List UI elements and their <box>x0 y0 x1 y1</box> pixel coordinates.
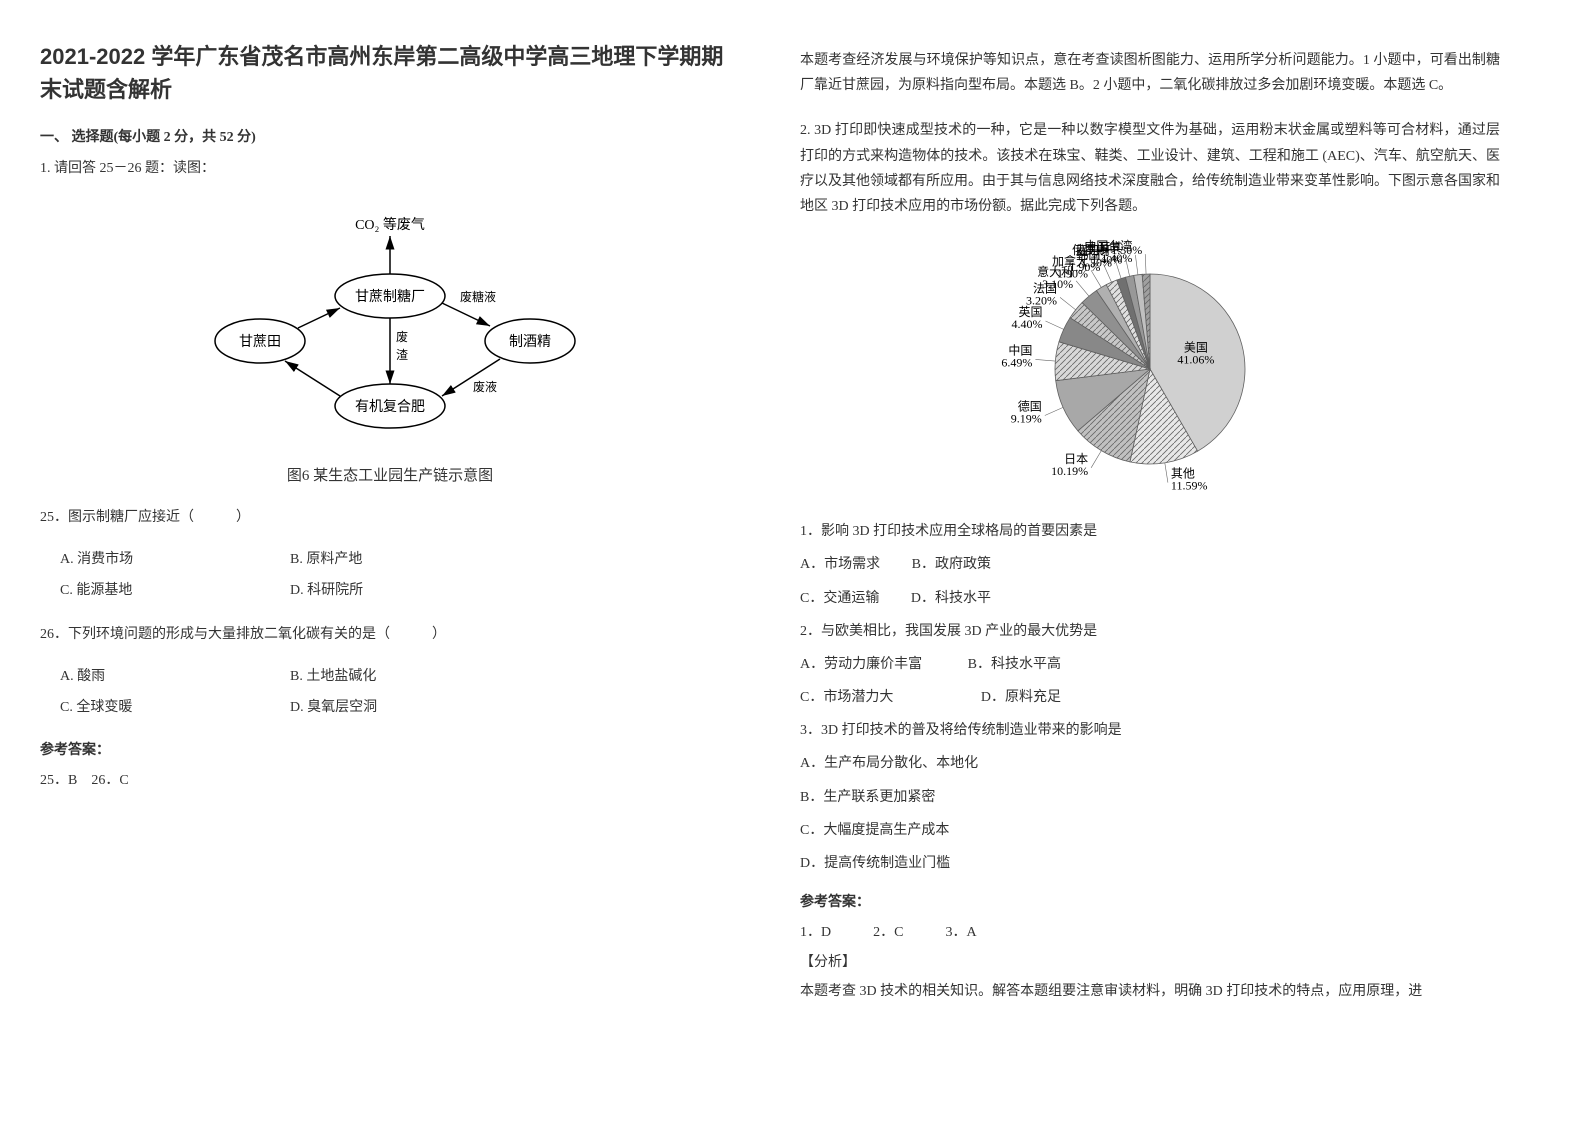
q26-text: 26．下列环境问题的形成与大量排放二氧化碳有关的是（ ） <box>40 622 740 647</box>
edge-label-residue-1: 废 <box>396 329 408 344</box>
pie-label-日本: 10.19% <box>1051 464 1088 478</box>
q25-opt-a: A. 消费市场 <box>60 545 210 576</box>
q2-sub1: 1．影响 3D 打印技术应用全球格局的首要因素是 <box>800 519 1500 544</box>
edge-fertilizer-field <box>285 361 340 396</box>
gas-label: CO₂ 等废气 <box>355 216 425 233</box>
field-label: 甘蔗田 <box>239 334 281 350</box>
pie-container: 美国41.06%其他11.59%日本10.19%德国9.19%中国6.49%英国… <box>910 239 1390 499</box>
q2-sub3-a: A．生产布局分散化、本地化 <box>800 751 1500 776</box>
edge-field-factory <box>298 308 340 328</box>
right-column: 本题考查经济发展与环境保护等知识点，意在考查读图析图能力、运用所学分析问题能力。… <box>800 40 1500 1012</box>
flowchart-caption: 图6 某生态工业园生产链示意图 <box>40 464 740 485</box>
q26-options: A. 酸雨 B. 土地盐碱化 C. 全球变暖 D. 臭氧层空洞 <box>40 662 740 724</box>
q2-analysis: 本题考查 3D 技术的相关知识。解答本题组要注意审读材料，明确 3D 打印技术的… <box>800 979 1500 1004</box>
pie-label-法国: 3.20% <box>1026 293 1057 307</box>
factory-label: 甘蔗制糖厂 <box>355 289 425 305</box>
q2-sub2-c: C．市场潜力大 <box>800 690 893 705</box>
q25-opt-d: D. 科研院所 <box>290 576 440 607</box>
pie-label-俄罗斯: 俄罗斯 1.30% <box>1072 243 1142 257</box>
section-1-header: 一、 选择题(每小题 2 分，共 52 分) <box>40 126 740 146</box>
q2-sub2-a: A．劳动力廉价丰富 <box>800 657 922 672</box>
q2-sub3-b: B．生产联系更加紧密 <box>800 785 1500 810</box>
edge-factory-alcohol <box>442 303 490 326</box>
q1-answer: 25．B 26．C <box>40 769 740 789</box>
pie-label-德国: 9.19% <box>1011 412 1042 426</box>
q2-answer-label: 参考答案： <box>800 891 1500 911</box>
q2-sub3: 3．3D 打印技术的普及将给传统制造业带来的影响是 <box>800 718 1500 743</box>
q25-options: A. 消费市场 B. 原料产地 C. 能源基地 D. 科研院所 <box>40 545 740 607</box>
q2-stem: 2. 3D 打印即快速成型技术的一种，它是一种以数字模型文件为基础，运用粉末状金… <box>800 118 1500 219</box>
pie-label-其他: 11.59% <box>1171 479 1208 493</box>
flowchart-svg: CO₂ 等废气 甘蔗制糖厂 甘蔗田 制酒精 有机复合肥 <box>180 201 600 451</box>
q25-opt-c: C. 能源基地 <box>60 576 210 607</box>
q2-sub1-c: C．交通运输 <box>800 591 879 606</box>
q26-opt-c: C. 全球变暖 <box>60 693 210 724</box>
q2-sub2: 2．与欧美相比，我国发展 3D 产业的最大优势是 <box>800 619 1500 644</box>
pie-label-美国: 41.06% <box>1177 353 1214 367</box>
pie-label-英国: 4.40% <box>1011 317 1042 331</box>
alcohol-label: 制酒精 <box>509 334 551 350</box>
q2-analysis-label: 【分析】 <box>800 951 1500 971</box>
edge-label-waste-sugar: 废糖液 <box>460 289 496 304</box>
q26-opt-a: A. 酸雨 <box>60 662 210 693</box>
q26-opt-d: D. 臭氧层空洞 <box>290 693 440 724</box>
page-container: 2021-2022 学年广东省茂名市高州东岸第二高级中学高三地理下学期期末试题含… <box>40 40 1547 1012</box>
q1-answer-label: 参考答案： <box>40 739 740 759</box>
q25-opt-b: B. 原料产地 <box>290 545 440 576</box>
q25-text: 25．图示制糖厂应接近（ ） <box>40 505 740 530</box>
q1-explanation: 本题考查经济发展与环境保护等知识点，意在考查读图析图能力、运用所学分析问题能力。… <box>800 48 1500 98</box>
q2-sub2-d: D．原料充足 <box>981 690 1061 705</box>
left-column: 2021-2022 学年广东省茂名市高州东岸第二高级中学高三地理下学期期末试题含… <box>40 40 740 1012</box>
exam-title: 2021-2022 学年广东省茂名市高州东岸第二高级中学高三地理下学期期末试题含… <box>40 40 740 106</box>
edge-label-residue-2: 渣 <box>396 348 408 362</box>
q1-stem: 1. 请回答 25－26 题：读图： <box>40 156 740 181</box>
q2-sub2-b: B．科技水平高 <box>968 657 1061 672</box>
flowchart-container: CO₂ 等废气 甘蔗制糖厂 甘蔗田 制酒精 有机复合肥 <box>40 201 740 485</box>
q26-opt-b: B. 土地盐碱化 <box>290 662 440 693</box>
q2-sub1-a: A．市场需求 <box>800 557 880 572</box>
q2-answer: 1．D 2．C 3．A <box>800 921 1500 941</box>
q2-sub1-b: B．政府政策 <box>912 557 991 572</box>
edge-label-waste-liquid: 废液 <box>473 379 497 394</box>
pie-svg: 美国41.06%其他11.59%日本10.19%德国9.19%中国6.49%英国… <box>910 239 1390 499</box>
q2-sub1-d: D．科技水平 <box>911 591 991 606</box>
fertilizer-label: 有机复合肥 <box>355 398 425 415</box>
q2-sub3-d: D．提高传统制造业门槛 <box>800 851 1500 876</box>
q2-sub3-c: C．大幅度提高生产成本 <box>800 818 1500 843</box>
pie-label-中国: 6.49% <box>1001 356 1032 370</box>
